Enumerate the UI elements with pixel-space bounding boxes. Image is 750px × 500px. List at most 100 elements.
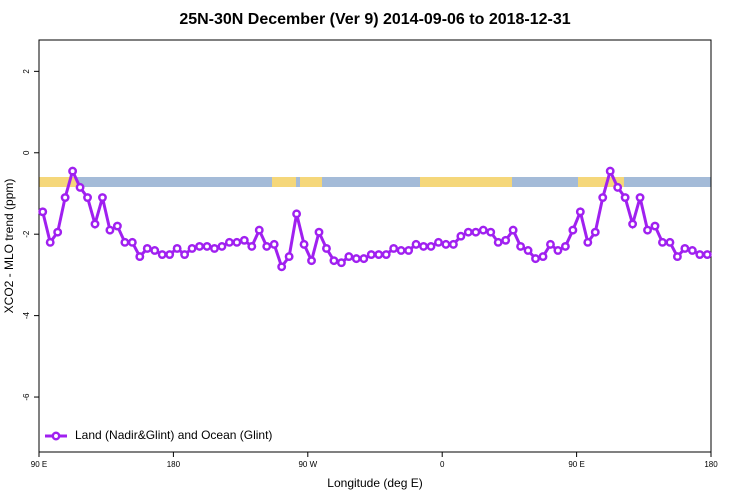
x-tick-label: 180 xyxy=(167,460,181,469)
data-point xyxy=(650,221,660,231)
data-point xyxy=(247,241,257,251)
data-point xyxy=(60,193,70,203)
data-point xyxy=(165,250,175,259)
data-point xyxy=(359,254,369,264)
data-point xyxy=(613,182,623,192)
data-point xyxy=(292,209,302,219)
data-point xyxy=(486,227,496,237)
data-point xyxy=(314,227,324,237)
data-point xyxy=(105,225,115,235)
data-point xyxy=(90,219,100,229)
data-point xyxy=(628,219,638,229)
data-point xyxy=(262,241,272,251)
data-point xyxy=(501,235,511,245)
y-tick-label: 0 xyxy=(22,150,31,155)
data-point xyxy=(531,254,540,264)
land-ocean-strip xyxy=(39,177,711,187)
data-point xyxy=(232,237,242,247)
data-point xyxy=(269,239,279,249)
data-point xyxy=(195,241,204,251)
data-point xyxy=(53,227,63,237)
y-axis-label: XCO2 - MLO trend (ppm) xyxy=(2,179,16,314)
data-point xyxy=(404,246,414,255)
data-point xyxy=(456,231,466,241)
data-point xyxy=(672,252,682,262)
data-point xyxy=(568,225,578,235)
data-point xyxy=(508,225,518,235)
x-tick-label: 90 W xyxy=(298,460,317,469)
data-point xyxy=(127,237,137,247)
data-point xyxy=(224,237,234,247)
data-point xyxy=(217,241,227,251)
data-point xyxy=(590,227,600,237)
data-point xyxy=(299,239,309,249)
y-tick-label: -4 xyxy=(22,312,31,320)
data-point xyxy=(658,237,667,247)
data-point xyxy=(142,243,152,253)
data-point xyxy=(254,225,264,235)
data-point xyxy=(157,250,167,259)
data-point xyxy=(68,166,78,176)
data-point xyxy=(120,237,130,247)
data-point xyxy=(135,252,145,262)
data-point xyxy=(426,241,436,251)
data-point xyxy=(322,243,331,253)
plot-frame xyxy=(38,39,712,453)
x-tick-label: 0 xyxy=(440,460,445,469)
data-point xyxy=(396,246,406,255)
data-point xyxy=(98,193,107,203)
data-point xyxy=(351,254,361,264)
data-point xyxy=(381,250,391,259)
data-point xyxy=(598,193,608,203)
data-point xyxy=(493,237,503,247)
x-tick-label: 90 E xyxy=(31,460,47,469)
data-point xyxy=(478,225,488,235)
legend-marker xyxy=(51,431,61,441)
data-point xyxy=(239,235,249,245)
chart-title: 25N-30N December (Ver 9) 2014-09-06 to 2… xyxy=(179,11,570,28)
data-point xyxy=(419,241,428,251)
data-point xyxy=(665,237,675,247)
data-point xyxy=(374,250,384,259)
y-tick-label: -6 xyxy=(22,393,31,401)
data-point xyxy=(702,250,712,259)
legend-label: Land (Nadir&Glint) and Ocean (Glint) xyxy=(75,428,272,442)
data-point xyxy=(210,243,219,253)
data-point xyxy=(463,227,473,237)
data-point xyxy=(695,250,705,259)
x-tick-label: 90 E xyxy=(568,460,584,469)
data-point xyxy=(187,243,197,253)
data-point xyxy=(680,243,690,253)
x-tick-label: 180 xyxy=(704,460,718,469)
data-point xyxy=(172,243,182,253)
y-tick-label: 2 xyxy=(22,69,31,74)
data-point xyxy=(284,252,294,262)
data-point xyxy=(344,252,354,262)
data-point xyxy=(45,237,55,247)
data-point xyxy=(523,246,533,255)
data-point xyxy=(471,227,481,237)
data-point xyxy=(583,237,593,247)
data-point xyxy=(605,166,615,176)
data-point xyxy=(38,207,48,217)
data-point xyxy=(411,239,421,249)
data-point xyxy=(277,262,287,272)
data-point xyxy=(546,239,555,249)
data-point xyxy=(635,193,645,203)
data-point xyxy=(112,221,122,231)
data-point xyxy=(643,225,652,235)
data-point xyxy=(441,239,451,249)
data-point xyxy=(389,243,399,253)
data-point xyxy=(329,256,339,266)
data-point xyxy=(687,246,697,255)
data-point xyxy=(516,241,526,251)
data-point xyxy=(560,241,570,251)
data-point xyxy=(553,246,563,255)
data-point xyxy=(336,258,346,268)
data-point xyxy=(202,241,212,251)
data-point xyxy=(538,252,548,262)
y-tick-label: -2 xyxy=(22,230,31,238)
x-axis-label: Longitude (deg E) xyxy=(327,476,422,490)
data-point xyxy=(75,182,85,192)
